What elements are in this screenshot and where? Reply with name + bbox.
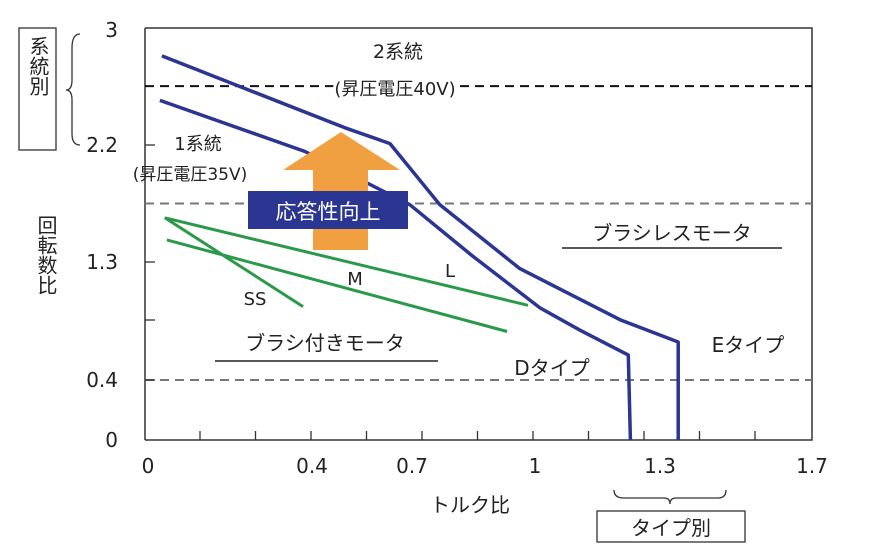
y-tick-label: 3 [105,18,118,42]
one-system-label: 1系統 [174,134,221,155]
d-type-label: Dタイプ [514,356,589,380]
series-line-eタイプ [161,54,680,440]
by-system-box [18,27,57,151]
x-tick-label: 1.3 [644,454,676,478]
e-type-label: Eタイプ [712,333,785,357]
x-tick-label: 1.7 [796,454,828,478]
brushed-label: ブラシ付きモータ [245,331,405,355]
y-tick-label: 0 [105,428,118,452]
series-line-ss [163,216,304,308]
series-line-l [166,238,508,333]
x-axis-label: トルク比 [430,493,510,517]
by-type-label: タイプ別 [631,516,711,540]
y-tick-label: 2.2 [86,133,118,157]
type-brace [613,489,727,505]
y-tick-label: 0.4 [86,368,118,392]
by-system-label: 系統別 [26,36,50,96]
x-tick-label: 0.4 [296,454,328,478]
y-axis-label: 回転数比 [34,215,58,295]
series-line-m [164,216,529,307]
brushless-label: ブラシレスモータ [592,221,752,245]
two-system-voltage: (昇圧電圧40V) [334,79,455,100]
response-label: 応答性向上 [276,200,381,224]
m-label: M [347,269,363,290]
response-label-box [248,191,408,229]
one-system-voltage: (昇圧電圧35V) [133,165,248,185]
ss-label: SS [244,289,267,310]
y-tick-label: 1.3 [86,250,118,274]
plot-frame [145,27,813,441]
two-system-label: 2系統 [373,41,423,63]
l-label: L [445,261,455,282]
x-tick-label: 1 [529,454,542,478]
x-tick-label: 0.7 [396,454,428,478]
by-type-box [596,510,746,543]
system-brace [65,33,81,146]
x-tick-label: 0 [142,454,155,478]
